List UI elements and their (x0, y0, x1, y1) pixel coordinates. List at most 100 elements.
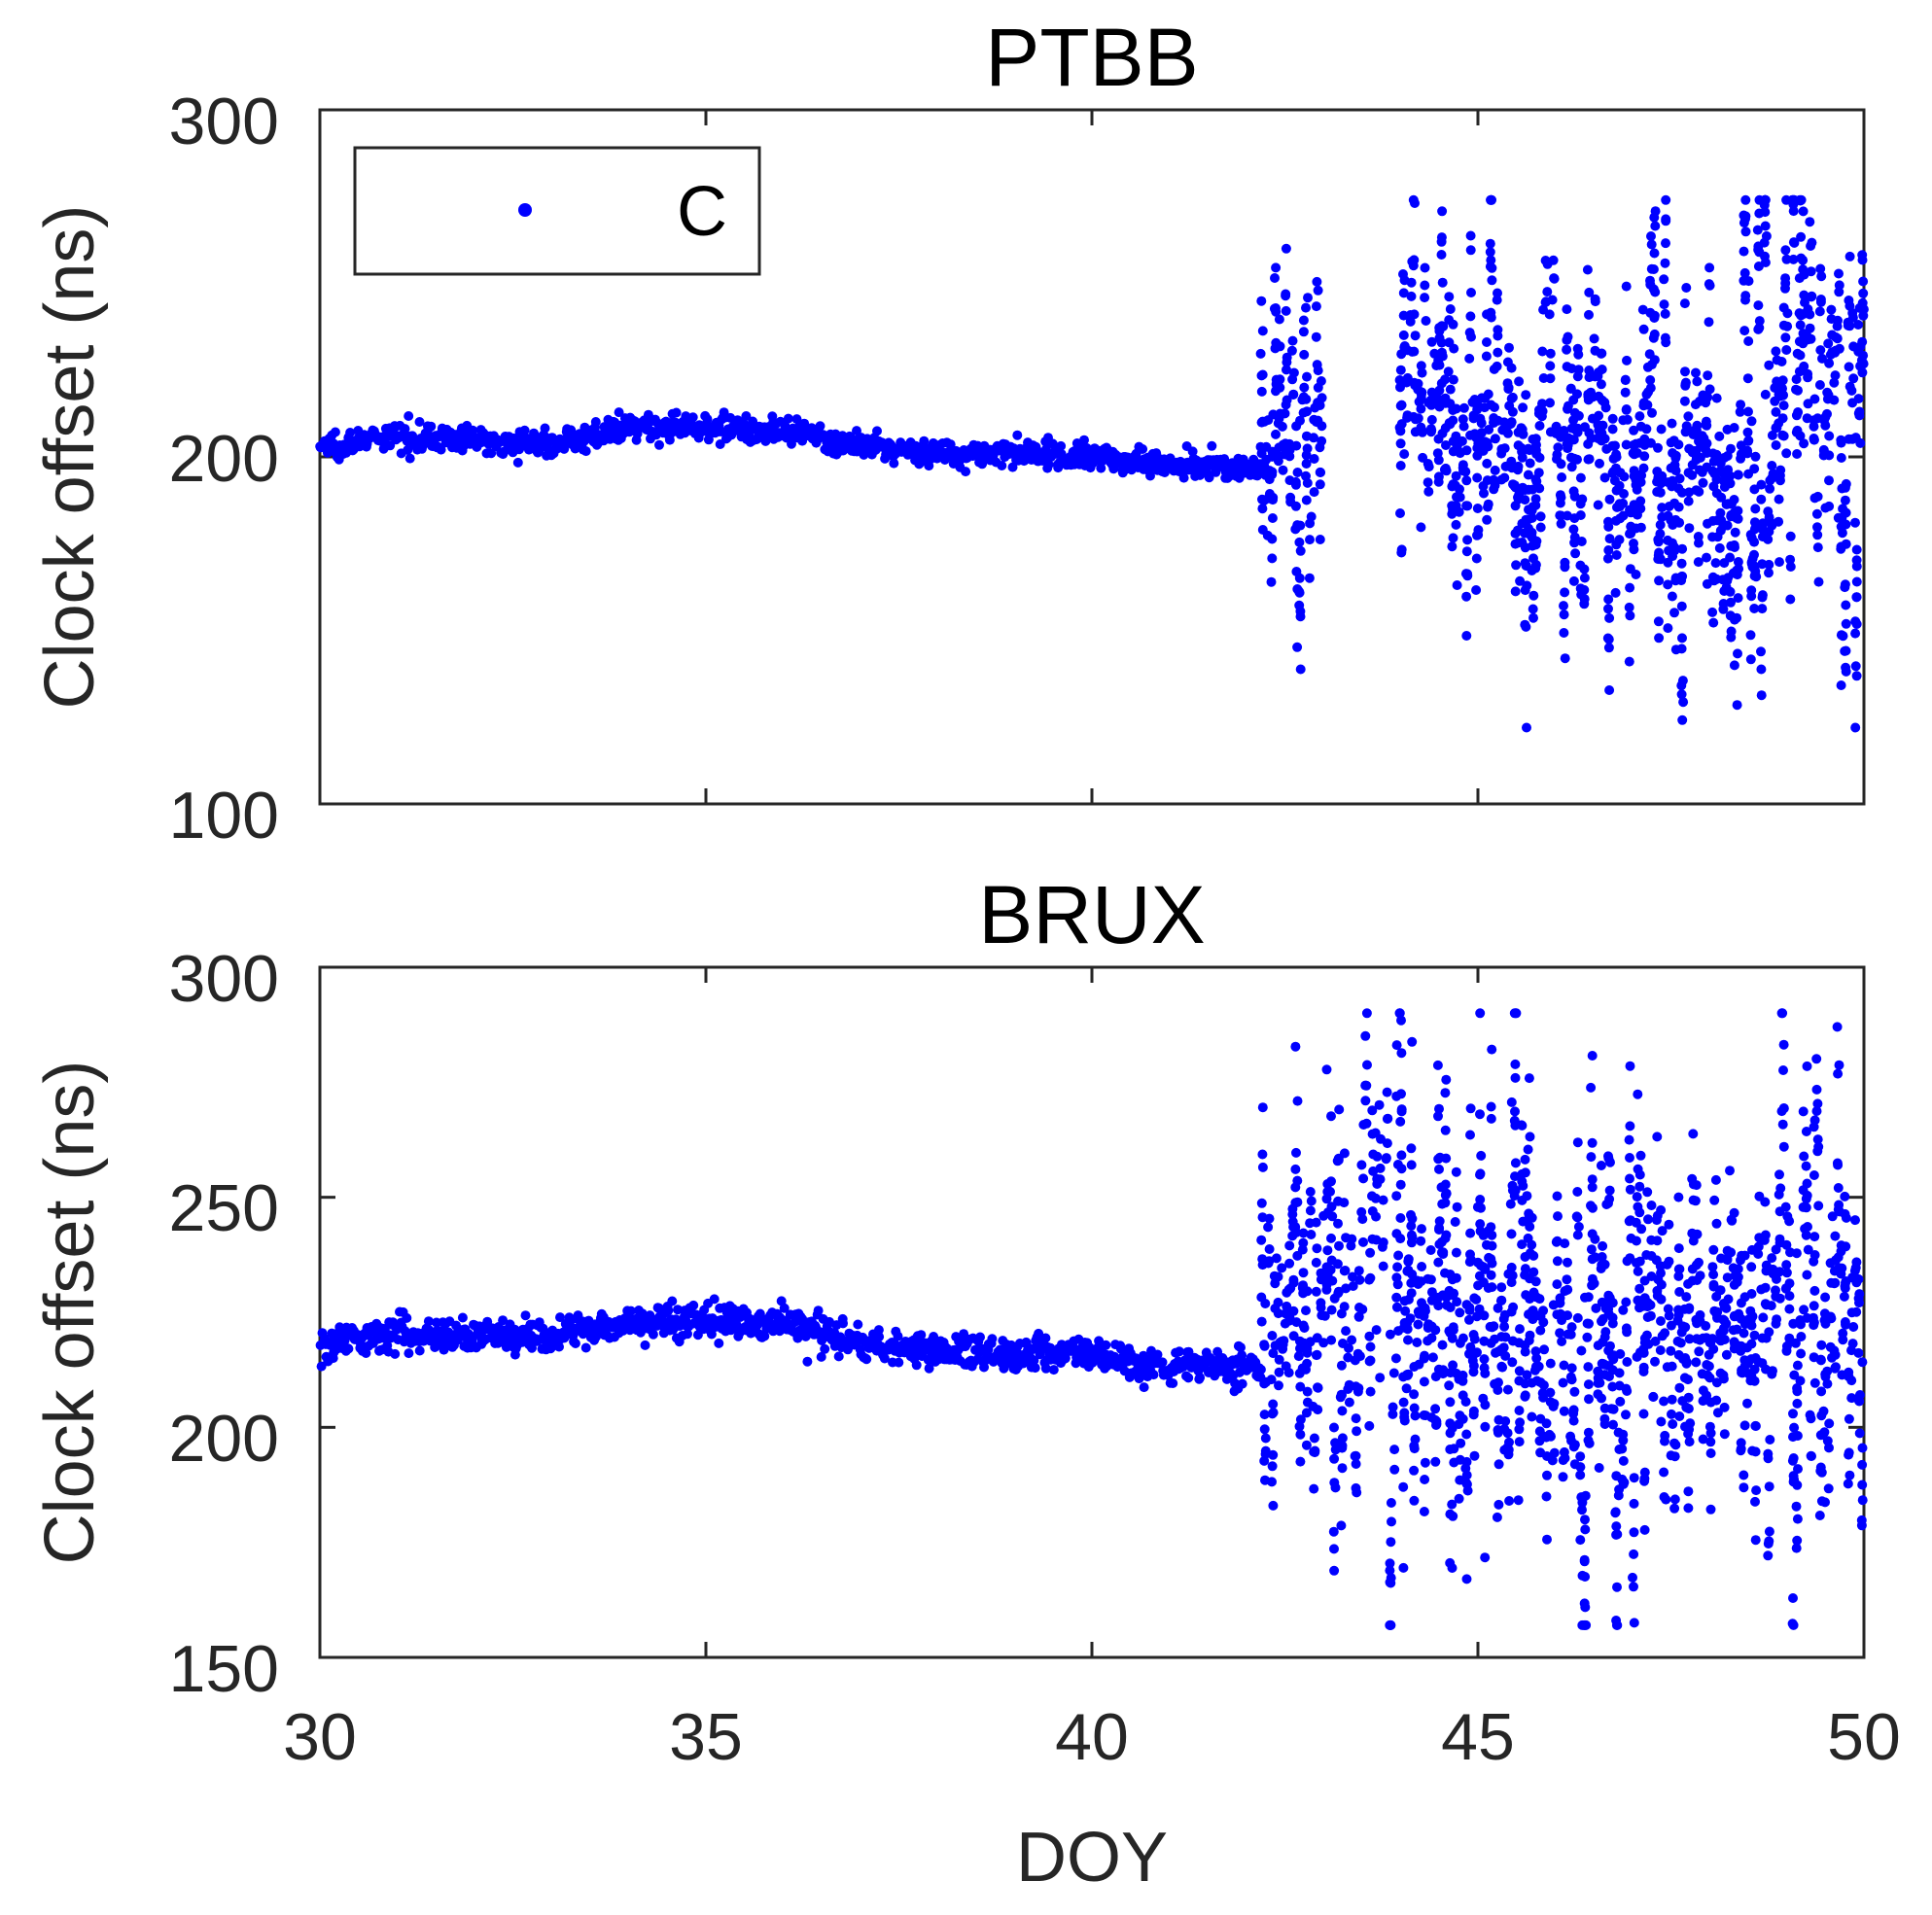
data-point (1661, 1494, 1671, 1505)
data-point (1777, 1008, 1788, 1019)
data-point (1287, 1209, 1298, 1220)
data-point (1801, 1230, 1811, 1240)
data-point (1715, 507, 1726, 518)
data-point (1825, 1311, 1836, 1322)
data-point (1781, 1239, 1792, 1250)
data-point (1684, 1304, 1695, 1314)
data-point (924, 1363, 934, 1374)
data-point (1650, 1336, 1661, 1346)
data-point (799, 418, 810, 429)
data-point (1760, 207, 1771, 218)
data-point (1299, 349, 1310, 360)
data-point (1774, 494, 1784, 505)
data-point (1843, 1479, 1853, 1489)
data-point (1582, 1318, 1593, 1329)
data-point (1298, 1228, 1309, 1238)
data-point (1493, 1303, 1503, 1313)
data-point (498, 1315, 509, 1326)
data-point (1489, 1321, 1499, 1332)
data-point (1406, 291, 1417, 301)
data-point (1417, 1224, 1426, 1235)
data-point (1851, 544, 1862, 555)
data-point (1398, 1397, 1409, 1408)
data-point (1311, 1286, 1321, 1297)
data-point (1268, 1449, 1279, 1460)
data-point (1500, 1332, 1511, 1342)
data-point (1187, 446, 1198, 457)
data-point (1652, 1132, 1663, 1142)
data-point (1334, 1104, 1345, 1115)
data-point (1178, 472, 1189, 483)
data-point (1695, 1309, 1705, 1320)
data-point (1461, 1574, 1472, 1584)
data-point (1730, 527, 1740, 538)
data-point (1719, 1335, 1730, 1344)
data-point (1464, 353, 1475, 364)
data-point (1326, 1176, 1336, 1187)
data-point (1739, 1328, 1749, 1339)
data-point (1417, 427, 1427, 437)
data-point (1351, 1413, 1361, 1424)
data-point (1395, 1179, 1406, 1190)
data-point (1406, 1230, 1417, 1240)
data-point (1458, 1333, 1468, 1343)
data-point (1624, 656, 1634, 667)
data-point (1619, 471, 1630, 482)
data-point (1604, 685, 1615, 695)
data-point (1465, 1103, 1476, 1114)
data-point (1664, 1256, 1674, 1267)
data-point (1282, 365, 1291, 375)
data-point (1367, 1105, 1378, 1116)
data-point (1264, 1213, 1275, 1224)
data-point (1607, 1298, 1618, 1308)
data-point (1391, 1191, 1402, 1201)
data-point (1661, 216, 1671, 226)
data-point (1365, 1247, 1376, 1258)
data-point (1553, 442, 1563, 453)
data-point (1690, 425, 1701, 435)
data-point (1365, 1341, 1376, 1352)
data-point (1598, 1240, 1608, 1251)
data-point (1781, 1260, 1792, 1271)
data-point (1856, 355, 1867, 366)
data-point (1572, 389, 1582, 400)
data-point (330, 427, 340, 437)
data-point (1305, 1205, 1316, 1216)
data-point (1430, 1325, 1441, 1336)
data-point (1430, 1404, 1441, 1414)
data-point (872, 426, 882, 436)
data-point (1750, 1446, 1761, 1457)
data-point (1555, 498, 1565, 508)
data-point (1528, 1267, 1539, 1277)
data-point (1327, 1275, 1338, 1286)
data-point (1515, 1417, 1526, 1428)
data-point (1841, 507, 1851, 518)
data-point (1754, 316, 1765, 327)
data-point (1551, 1236, 1562, 1247)
data-point (1617, 1474, 1628, 1484)
data-point (1275, 374, 1285, 385)
data-point (1079, 435, 1089, 445)
data-point (667, 1296, 678, 1306)
data-point (802, 1356, 813, 1367)
data-point (1646, 231, 1656, 241)
data-point (1608, 1404, 1619, 1414)
data-point (1625, 1153, 1634, 1163)
series-points (315, 194, 1869, 733)
data-point (1655, 554, 1666, 565)
data-point (1534, 1294, 1545, 1305)
data-point (1710, 558, 1721, 569)
data-point (1402, 1324, 1413, 1335)
data-point (1301, 450, 1312, 461)
data-point (1767, 1369, 1777, 1379)
data-point (1580, 1602, 1591, 1613)
data-point (1558, 1377, 1568, 1388)
data-point (1753, 1249, 1764, 1259)
data-point (1465, 230, 1476, 241)
data-point (1444, 292, 1455, 302)
data-point (1815, 1355, 1826, 1366)
data-point (1458, 1370, 1468, 1380)
data-point (1771, 346, 1781, 357)
data-point (1472, 472, 1483, 483)
data-point (1311, 1257, 1321, 1268)
